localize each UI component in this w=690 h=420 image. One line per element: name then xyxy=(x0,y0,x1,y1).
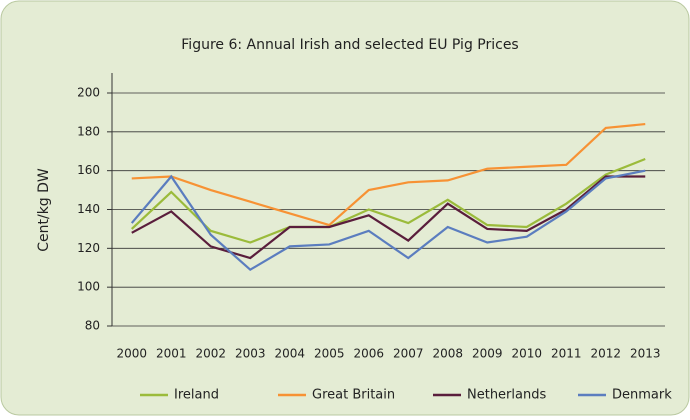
x-tick-label: 2007 xyxy=(393,347,424,361)
x-tick-label: 2000 xyxy=(116,347,147,361)
y-tick-label: 200 xyxy=(77,86,100,100)
legend-label: Ireland xyxy=(174,388,219,403)
series-line xyxy=(130,157,646,244)
x-tick-label: 2002 xyxy=(195,347,226,361)
chart-title: Figure 6: Annual Irish and selected EU P… xyxy=(181,37,518,53)
x-tick-label: 2011 xyxy=(551,347,582,361)
legend-label: Denmark xyxy=(612,388,672,403)
x-tick-label: 2001 xyxy=(156,347,187,361)
x-tick-label: 2012 xyxy=(590,347,621,361)
x-tick-label: 2010 xyxy=(511,347,542,361)
y-tick-label: 80 xyxy=(85,319,100,333)
x-tick-label: 2006 xyxy=(353,347,384,361)
series-line xyxy=(130,169,646,272)
y-tick-label: 180 xyxy=(77,124,100,138)
x-tick-label: 2004 xyxy=(274,347,305,361)
x-tick-label: 2008 xyxy=(432,347,463,361)
y-tick-label: 140 xyxy=(77,202,100,216)
series-line xyxy=(131,175,646,260)
y-tick-label: 100 xyxy=(77,280,100,294)
legend-label: Netherlands xyxy=(467,388,546,403)
y-tick-label: 120 xyxy=(77,241,100,255)
x-tick-label: 2003 xyxy=(235,347,266,361)
y-tick-label: 160 xyxy=(77,163,100,177)
x-tick-label: 2005 xyxy=(314,347,345,361)
legend-label: Great Britain xyxy=(312,388,395,403)
x-tick-label: 2009 xyxy=(472,347,503,361)
series-line xyxy=(131,122,646,227)
y-axis-label: Cent/kg DW xyxy=(36,168,52,252)
x-tick-label: 2013 xyxy=(630,347,661,361)
